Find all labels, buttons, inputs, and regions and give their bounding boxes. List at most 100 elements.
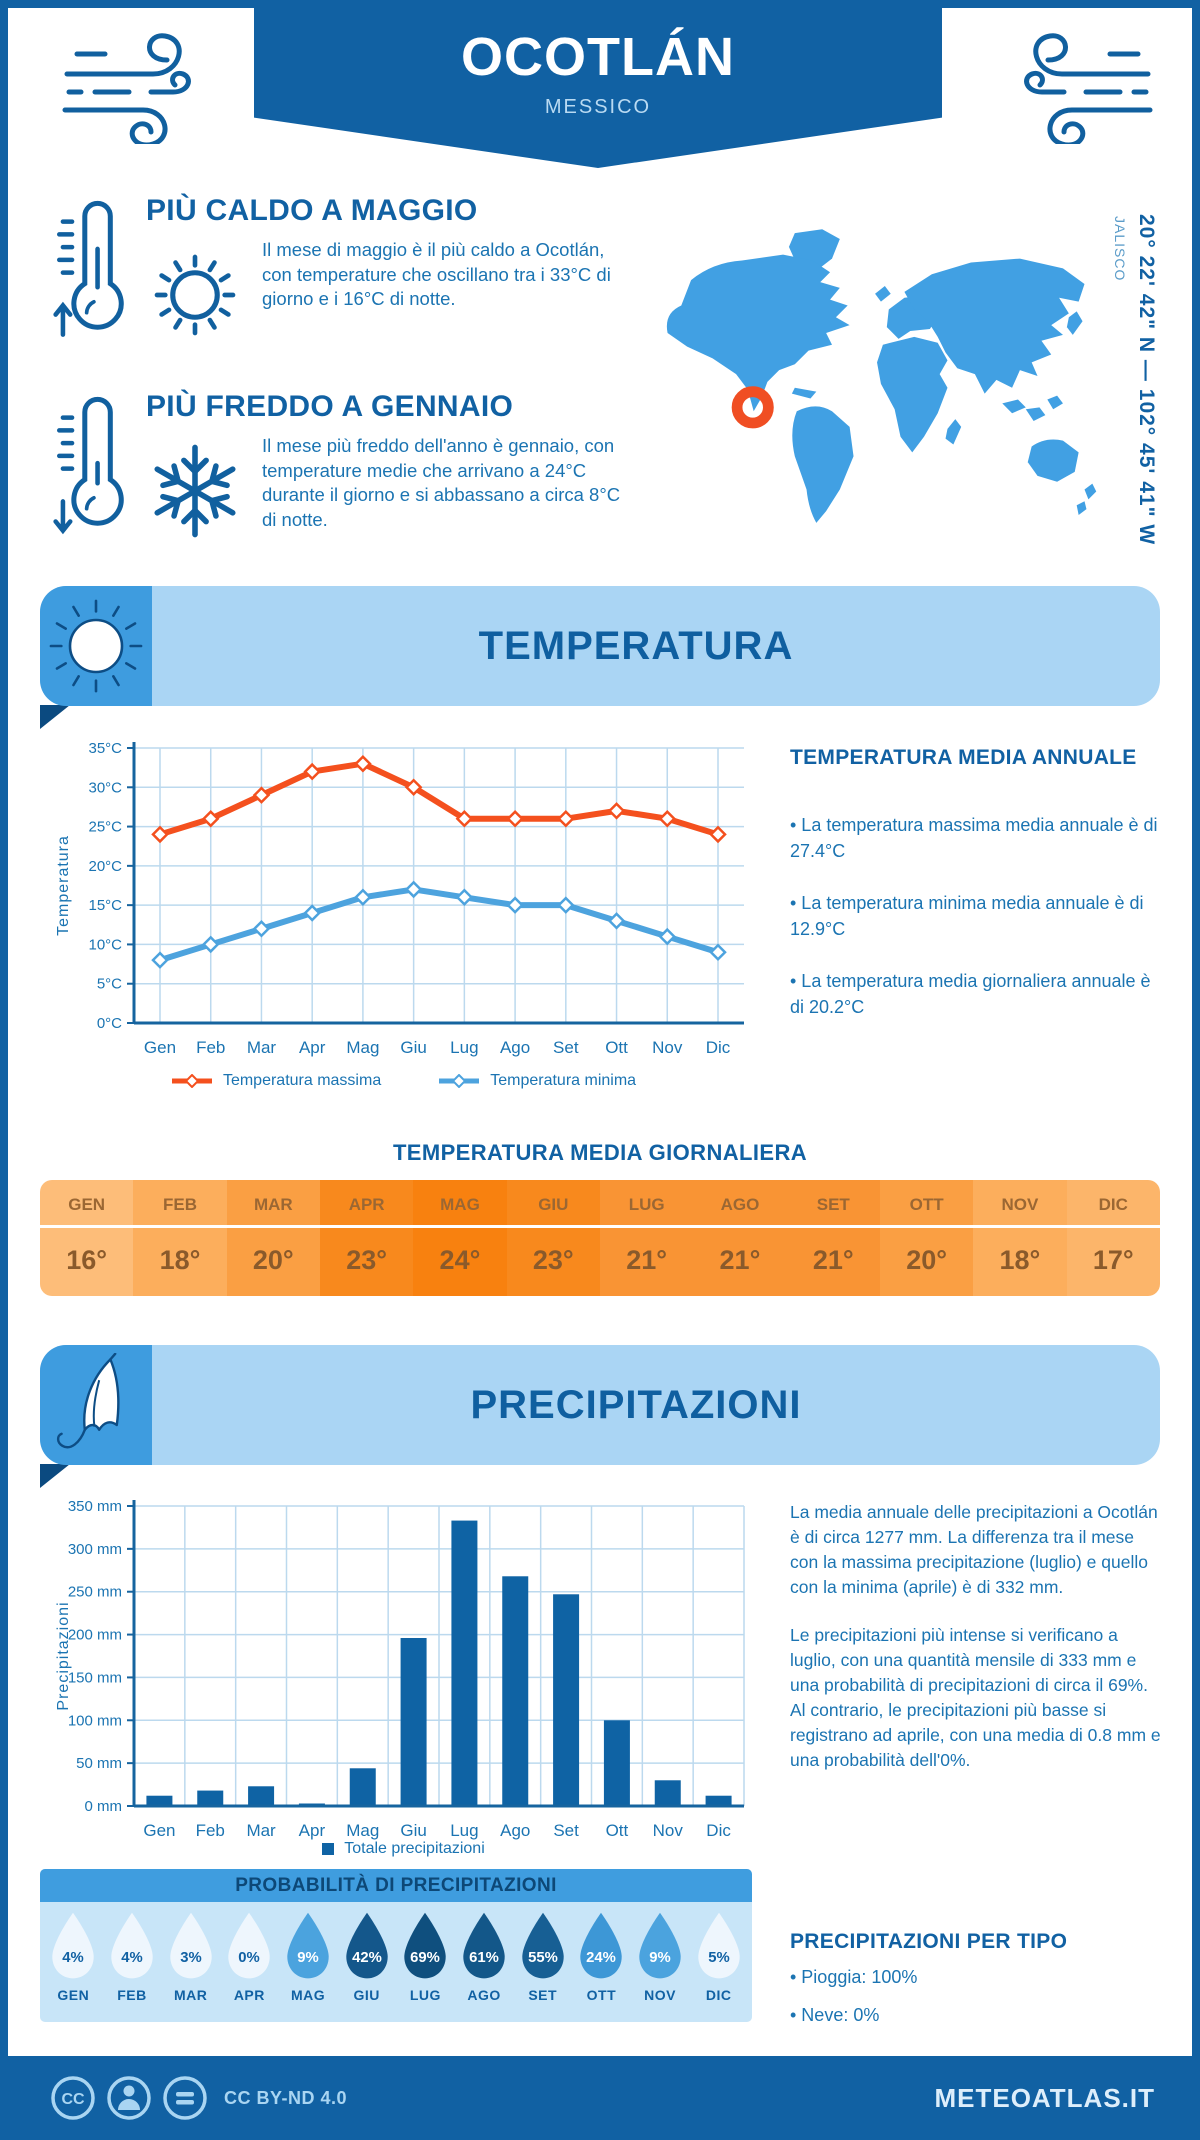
svg-text:100 mm: 100 mm bbox=[68, 1712, 122, 1729]
location-marker bbox=[731, 386, 774, 429]
daily-temp-cell: GIU 23° bbox=[506, 1180, 600, 1296]
raindrop-icon: 55% bbox=[522, 1912, 564, 1979]
svg-text:15°C: 15°C bbox=[88, 897, 122, 914]
temperature-line-chart: 0°C 5°C 10°C 15°C 20°C 25°C 30°C 35°C Gen Feb Mar A… bbox=[48, 732, 758, 1078]
probability-drop: 4% GEN bbox=[44, 1910, 103, 2003]
daily-temp-month: AGO bbox=[693, 1180, 787, 1228]
thermometer-up-icon bbox=[53, 200, 124, 337]
svg-text:150 mm: 150 mm bbox=[68, 1669, 122, 1686]
precipitation-probability-box: PROBABILITÀ DI PRECIPITAZIONI 4% GEN 4% … bbox=[40, 1869, 752, 2022]
svg-text:24%: 24% bbox=[587, 1950, 617, 1966]
probability-drop: 9% MAG bbox=[279, 1910, 338, 2003]
page-title: OCOTLÁN bbox=[461, 27, 735, 87]
probability-month-label: FEB bbox=[117, 1987, 147, 2003]
legend-line-marker-icon bbox=[171, 1074, 212, 1088]
svg-text:Ott: Ott bbox=[606, 1821, 629, 1840]
raindrop-icon: 3% bbox=[169, 1912, 212, 1979]
raindrop-icon: 4% bbox=[52, 1912, 95, 1979]
daily-temp-month: DIC bbox=[1066, 1180, 1160, 1228]
svg-text:Mar: Mar bbox=[246, 1821, 276, 1840]
precipitation-paragraph: Le precipitazioni più intense si verific… bbox=[790, 1625, 1161, 1770]
cc-icon: CC bbox=[51, 2076, 95, 2120]
svg-text:Nov: Nov bbox=[653, 1821, 684, 1840]
svg-text:0°C: 0°C bbox=[97, 1015, 122, 1032]
daily-temp-cell: DIC 17° bbox=[1066, 1180, 1160, 1296]
svg-text:Mar: Mar bbox=[247, 1038, 277, 1057]
world-map bbox=[648, 212, 1108, 542]
daily-temp-value: 23° bbox=[346, 1245, 388, 1275]
cc-by-person-icon bbox=[107, 2076, 151, 2120]
svg-text:Gen: Gen bbox=[143, 1821, 175, 1840]
svg-text:Gen: Gen bbox=[144, 1038, 176, 1057]
daily-temp-value: 17° bbox=[1092, 1245, 1134, 1275]
daily-temp-cell: LUG 21° bbox=[599, 1180, 694, 1296]
banner-icon-cap bbox=[40, 1345, 152, 1465]
raindrop-icon: 4% bbox=[111, 1912, 153, 1979]
probability-month-label: SET bbox=[528, 1987, 558, 2003]
thermometer-down-icon bbox=[53, 396, 124, 535]
daily-temp-cell: MAR 20° bbox=[226, 1180, 320, 1296]
precipitation-bar-chart: 0 mm 50 mm 100 mm 150 mm 200 mm 250 mm 300 mm 3… bbox=[48, 1490, 758, 1855]
daily-temp-month: LUG bbox=[599, 1180, 694, 1228]
svg-text:Apr: Apr bbox=[299, 1821, 326, 1840]
probability-title: PROBABILITÀ DI PRECIPITAZIONI bbox=[40, 1869, 752, 1902]
page-border-left bbox=[0, 0, 8, 2140]
svg-text:Precipitazioni: Precipitazioni bbox=[55, 1601, 72, 1710]
legend-square-icon bbox=[322, 1843, 335, 1855]
daily-temp-value: 23° bbox=[532, 1245, 574, 1275]
map-region-label: JALISCO bbox=[1112, 216, 1128, 282]
svg-text:3%: 3% bbox=[180, 1950, 201, 1966]
wind-icon bbox=[1024, 33, 1153, 144]
probability-month-label: MAG bbox=[290, 1987, 326, 2003]
svg-text:Nov: Nov bbox=[652, 1038, 683, 1057]
daily-temp-cell: APR 23° bbox=[319, 1180, 414, 1296]
svg-text:Ott: Ott bbox=[605, 1038, 628, 1057]
probability-month-label: GIU bbox=[353, 1987, 380, 2003]
precipitation-banner: PRECIPITAZIONI bbox=[40, 1345, 1160, 1488]
probability-month-label: GEN bbox=[57, 1987, 90, 2003]
header-banner: OCOTLÁN MESSICO bbox=[254, 0, 942, 168]
temperature-banner: TEMPERATURA bbox=[40, 586, 1160, 729]
coldest-month-title: PIÙ FREDDO A GENNAIO bbox=[146, 390, 514, 423]
banner-icon-cap bbox=[40, 586, 152, 706]
hottest-month-content: PIÙ CALDO A MAGGIO Il mese di maggio è i… bbox=[144, 192, 634, 346]
coldest-month-content: PIÙ FREDDO A GENNAIO Il mese più freddo … bbox=[144, 388, 634, 542]
precipitation-types-block: PRECIPITAZIONI PER TIPO • Pioggia: 100% … bbox=[790, 1930, 1162, 2030]
precipitation-section-title: PRECIPITAZIONI bbox=[470, 1382, 802, 1427]
daily-temp-value: 21° bbox=[719, 1245, 761, 1275]
annual-temperature-block: TEMPERATURA MEDIA ANNUALE • La temperatu… bbox=[790, 746, 1162, 1020]
hottest-month-text: Il mese di maggio è il più caldo a Ocotl… bbox=[262, 239, 611, 310]
daily-temp-value: 21° bbox=[812, 1245, 854, 1275]
annual-mean-bullet: • La temperatura media giornaliera annua… bbox=[790, 971, 1151, 1017]
daily-temp-value: 20° bbox=[906, 1245, 948, 1275]
probability-month-label: AGO bbox=[467, 1987, 501, 2003]
probability-month-label: APR bbox=[233, 1987, 265, 2003]
svg-text:Ago: Ago bbox=[500, 1038, 530, 1057]
page-border-top bbox=[0, 0, 1200, 8]
raindrop-icon: 42% bbox=[345, 1912, 388, 1979]
coldest-month-text: Il mese più freddo dell'anno è gennaio, … bbox=[262, 435, 621, 530]
umbrella-icon bbox=[56, 1353, 120, 1449]
daily-temp-month: FEB bbox=[133, 1180, 227, 1228]
probability-month-label: NOV bbox=[644, 1987, 676, 2003]
probability-drops-row: 4% GEN 4% FEB 3% MAR 0% APR 9% MAG bbox=[40, 1902, 752, 2003]
probability-month-label: DIC bbox=[705, 1987, 732, 2003]
coldest-month-block: PIÙ FREDDO A GENNAIO Il mese più freddo … bbox=[52, 388, 637, 542]
wind-icon bbox=[62, 33, 191, 144]
daily-temp-value: 18° bbox=[159, 1245, 201, 1275]
temperature-section-title: TEMPERATURA bbox=[478, 623, 794, 668]
daily-temp-month: APR bbox=[319, 1180, 414, 1228]
svg-text:50 mm: 50 mm bbox=[76, 1755, 122, 1772]
probability-drop: 24% OTT bbox=[572, 1910, 631, 2003]
svg-text:25°C: 25°C bbox=[88, 819, 122, 836]
svg-text:Feb: Feb bbox=[196, 1038, 225, 1057]
probability-drop: 0% APR bbox=[220, 1910, 279, 2003]
svg-text:350 mm: 350 mm bbox=[68, 1498, 122, 1515]
snowflake-icon bbox=[154, 444, 236, 538]
svg-text:9%: 9% bbox=[649, 1950, 670, 1966]
probability-drop: 9% NOV bbox=[631, 1910, 690, 2003]
daily-temp-cell: MAG 24° bbox=[413, 1180, 507, 1296]
license-label: CC BY-ND 4.0 bbox=[224, 2087, 348, 2108]
svg-text:0%: 0% bbox=[239, 1950, 260, 1966]
svg-text:Set: Set bbox=[553, 1038, 579, 1057]
